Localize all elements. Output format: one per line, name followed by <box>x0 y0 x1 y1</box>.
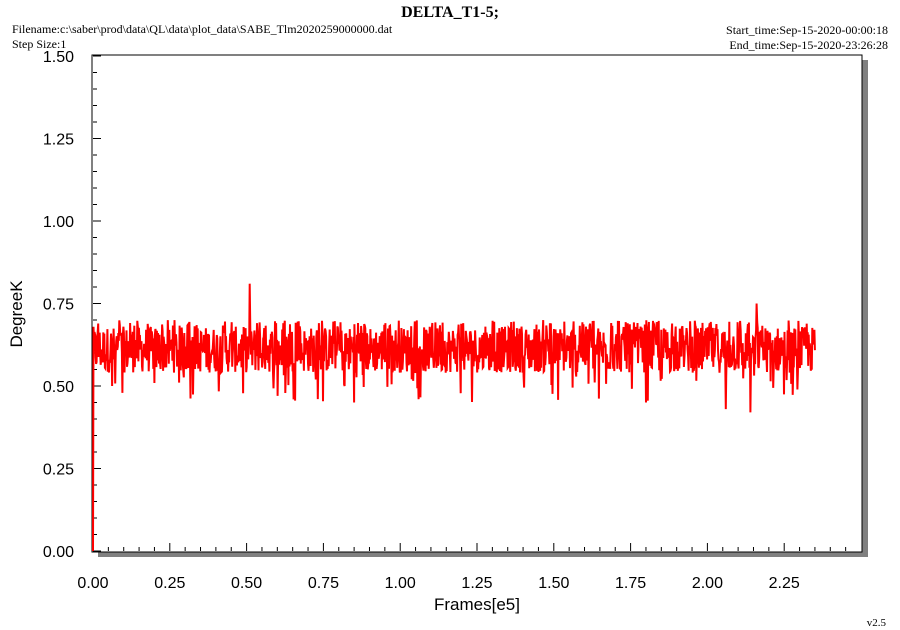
y-tick-label: 0.25 <box>43 462 74 479</box>
version-label: v2.5 <box>867 617 887 629</box>
x-axis-tick-labels: 0.00 0.25 0.50 0.75 1.00 1.25 1.50 1.75 2.00 2.25 <box>77 575 799 592</box>
series-line <box>92 283 816 552</box>
y-tick-label: 1.00 <box>43 214 74 231</box>
y-tick-label: 0.50 <box>43 379 74 396</box>
x-tick-label: 1.00 <box>385 575 416 592</box>
plot-area <box>91 54 863 553</box>
x-tick-label: 0.75 <box>308 575 339 592</box>
x-tick-label: 2.00 <box>692 575 723 592</box>
x-tick-label: 0.50 <box>231 575 262 592</box>
x-tick-label: 1.25 <box>461 575 492 592</box>
step-size-label: Step Size:1 <box>12 37 66 51</box>
end-time-label: End_time:Sep-15-2020-23:26:28 <box>729 38 888 52</box>
x-tick-label: 0.25 <box>154 575 185 592</box>
x-tick-label: 1.75 <box>615 575 646 592</box>
x-tick-label: 2.25 <box>769 575 800 592</box>
chart-title: DELTA_T1-5; <box>401 4 499 21</box>
x-axis-ticks <box>92 543 847 551</box>
x-tick-label: 1.50 <box>538 575 569 592</box>
x-tick-label: 0.00 <box>77 575 108 592</box>
y-axis-label: DegreeK <box>7 280 26 348</box>
y-tick-label: 0.75 <box>43 297 74 314</box>
filename-label: Filename:c:\saber\prod\data\QL\data\plot… <box>12 22 393 36</box>
x-axis-label: Frames[e5] <box>434 595 520 614</box>
start-time-label: Start_time:Sep-15-2020-00:00:18 <box>726 23 888 37</box>
series-layer <box>92 283 816 552</box>
y-axis-tick-labels: 0.00 0.25 0.50 0.75 1.00 1.25 1.50 <box>43 49 74 561</box>
y-tick-label: 1.50 <box>43 49 74 66</box>
y-tick-label: 1.25 <box>43 132 74 149</box>
y-tick-label: 0.00 <box>43 544 74 561</box>
